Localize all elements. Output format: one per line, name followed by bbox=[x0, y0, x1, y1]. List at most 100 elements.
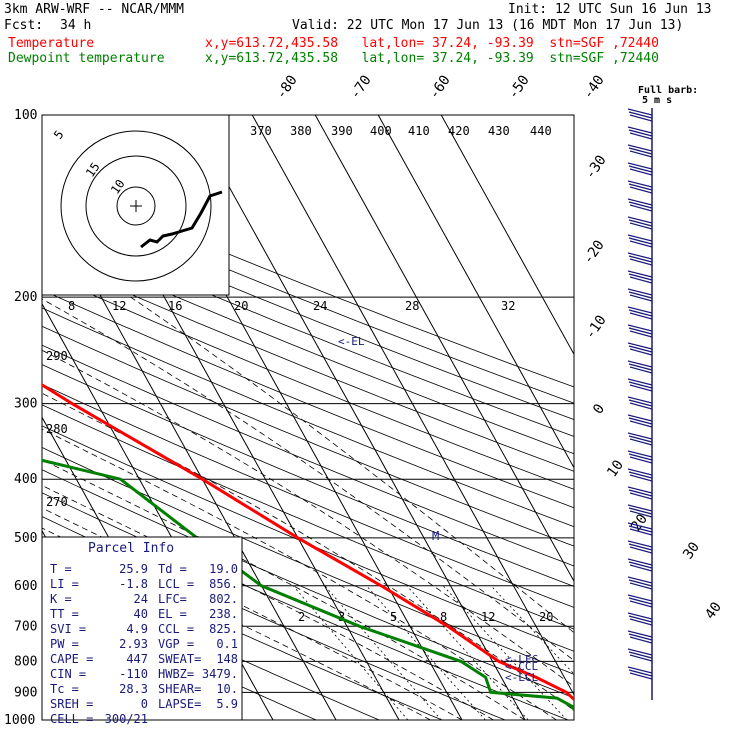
ring-label: 15 bbox=[83, 160, 103, 180]
barb-flag bbox=[629, 402, 653, 410]
dry-adiabat bbox=[42, 190, 574, 404]
barb-flag bbox=[628, 219, 653, 227]
barb-flag bbox=[629, 474, 653, 482]
parcel-info-value: 2.93 bbox=[119, 637, 148, 651]
barb-flag bbox=[627, 288, 653, 296]
wind-barb bbox=[627, 396, 653, 410]
kts-tick-label: 32 bbox=[501, 299, 515, 313]
barb-flag bbox=[627, 180, 653, 188]
barb-flag bbox=[629, 564, 653, 572]
dry-adiabat bbox=[42, 425, 574, 652]
barb-flag bbox=[629, 546, 653, 554]
wind-barb bbox=[627, 522, 653, 536]
dry-adiabat bbox=[42, 238, 574, 455]
parcel-info-value2: 856. bbox=[209, 577, 238, 591]
barb-flag bbox=[628, 165, 653, 173]
wind-barb bbox=[627, 324, 653, 338]
barb-flag bbox=[628, 111, 653, 119]
barb-flag bbox=[628, 525, 653, 533]
barb-flag bbox=[628, 579, 653, 587]
barb-flag bbox=[628, 597, 653, 605]
barb-flag bbox=[627, 198, 653, 206]
barb-flag bbox=[627, 324, 653, 332]
forecast-label: Fcst: bbox=[4, 18, 44, 33]
pressure-tick-label: 700 bbox=[14, 619, 37, 634]
barb-flag bbox=[628, 201, 653, 209]
pressure-tick-label: 900 bbox=[14, 685, 37, 700]
barb-flag bbox=[627, 558, 653, 566]
kts-tick-label: 24 bbox=[313, 299, 327, 313]
barb-flag bbox=[629, 276, 653, 284]
model-title: 3km ARW-WRF -- NCAR/MMM bbox=[4, 2, 185, 17]
parcel-info-key: PW = bbox=[50, 637, 79, 651]
parcel-info-key2: HWBZ= bbox=[158, 667, 194, 681]
barb-flag bbox=[627, 630, 653, 638]
barb-flag bbox=[628, 309, 653, 317]
barb-flag bbox=[627, 108, 653, 116]
dry-adiabat bbox=[42, 254, 574, 472]
mixing-ratio-label: 2 bbox=[298, 610, 305, 624]
parcel-info-value: 24 bbox=[134, 592, 148, 606]
moist-adiabat bbox=[42, 428, 557, 720]
barb-flag bbox=[628, 471, 653, 479]
parcel-info-key2: EL = bbox=[158, 607, 187, 621]
dry-adiabat bbox=[42, 566, 380, 720]
parcel-info-title: Parcel Info bbox=[88, 541, 174, 556]
barb-flag bbox=[628, 237, 653, 245]
barb-flag bbox=[628, 291, 653, 299]
hodograph-trace bbox=[140, 190, 223, 249]
barb-flag bbox=[629, 186, 653, 194]
isotherm-line bbox=[377, 115, 574, 469]
parcel-info-value: 447 bbox=[126, 652, 148, 666]
parcel-info-value2: 238. bbox=[209, 607, 238, 621]
wind-barb bbox=[627, 540, 653, 554]
parcel-info-key: CIN = bbox=[50, 667, 86, 681]
dry-adiabat bbox=[42, 344, 574, 567]
parcel-info-key: TT = bbox=[50, 607, 79, 621]
wind-barb bbox=[627, 360, 653, 374]
barb-flag bbox=[629, 672, 653, 680]
init-time: Init: 12 UTC Sun 16 Jun 13 bbox=[508, 2, 712, 17]
parcel-info-value: 0 bbox=[141, 697, 148, 711]
mixing-ratio-line bbox=[490, 585, 574, 675]
barb-flag bbox=[629, 492, 653, 500]
moist-adiabat bbox=[42, 298, 574, 662]
barb-flag bbox=[627, 306, 653, 314]
barb-flag bbox=[627, 576, 653, 584]
barb-flag bbox=[628, 147, 653, 155]
kts-tick-label: 8 bbox=[68, 299, 75, 313]
barb-flag bbox=[627, 432, 653, 440]
kts-tick-label: 20 bbox=[234, 299, 248, 313]
parcel-info-key: SVI = bbox=[50, 622, 86, 636]
barb-flag bbox=[628, 381, 653, 389]
kts-tick-label: 16 bbox=[168, 299, 182, 313]
wind-barb bbox=[627, 468, 653, 482]
barb-flag bbox=[628, 543, 653, 551]
barb-flag bbox=[629, 510, 653, 518]
barb-flag bbox=[628, 417, 653, 425]
barb-flag bbox=[629, 600, 653, 608]
location-info-temp: x,y=613.72,435.58 lat,lon= 37.24, -93.39… bbox=[205, 36, 659, 51]
barb-flag bbox=[629, 150, 653, 158]
parcel-info-key2: SHEAR= bbox=[158, 682, 201, 696]
level-marker-el: <-EL bbox=[338, 335, 365, 348]
isotherm-line bbox=[440, 115, 574, 356]
barb-flag bbox=[629, 618, 653, 626]
moist-adiabat bbox=[42, 459, 526, 720]
barb-flag bbox=[629, 366, 653, 374]
barb-flag bbox=[629, 114, 653, 122]
barb-flag bbox=[627, 126, 653, 134]
barb-flag bbox=[629, 204, 653, 212]
parcel-info-key2: LFC= bbox=[158, 592, 187, 606]
wind-barb bbox=[627, 108, 653, 122]
pressure-tick-label: 500 bbox=[14, 531, 37, 546]
parcel-info-value: 4.9 bbox=[126, 622, 148, 636]
barb-flag bbox=[628, 669, 653, 677]
mixing-ratio-label: 20 bbox=[539, 610, 553, 624]
wind-barb bbox=[627, 252, 653, 266]
parcel-info-value2: 148 bbox=[216, 652, 238, 666]
parcel-info-value: 25.9 bbox=[119, 562, 148, 576]
wind-barb bbox=[627, 144, 653, 158]
dry-adiabat bbox=[42, 174, 574, 388]
pressure-tick-label: 200 bbox=[14, 290, 37, 305]
